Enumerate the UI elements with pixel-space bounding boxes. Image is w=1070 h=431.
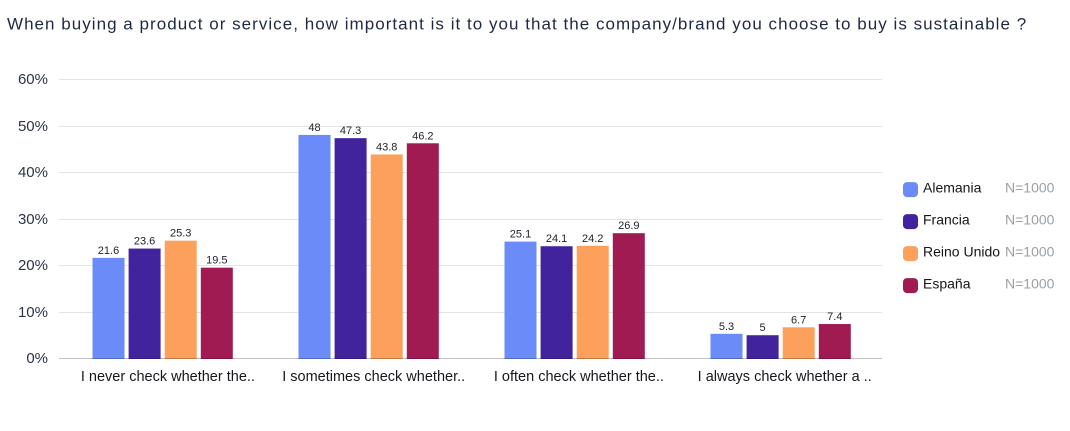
svg-text:7.4: 7.4 [827,311,842,323]
svg-text:Francia: Francia [923,211,970,227]
svg-text:25.1: 25.1 [510,229,531,241]
svg-text:I never check whether the..: I never check whether the.. [81,369,255,385]
svg-text:I sometimes check whether..: I sometimes check whether.. [282,369,465,385]
svg-text:30%: 30% [18,211,48,228]
svg-text:0%: 0% [26,350,48,367]
svg-text:Reino Unido: Reino Unido [923,243,1000,259]
svg-text:24.1: 24.1 [546,233,567,245]
svg-text:España: España [923,275,971,291]
svg-text:21.6: 21.6 [98,245,119,257]
svg-text:60%: 60% [18,71,48,88]
svg-text:48: 48 [308,122,320,134]
svg-text:10%: 10% [18,304,48,321]
svg-text:I always check whether a ..: I always check whether a .. [698,369,872,385]
svg-text:50%: 50% [18,118,48,135]
svg-text:Alemania: Alemania [923,179,982,195]
svg-text:5.3: 5.3 [719,321,734,333]
svg-text:20%: 20% [18,257,48,274]
svg-text:26.9: 26.9 [618,220,639,232]
svg-text:N=1000: N=1000 [1005,275,1055,291]
svg-text:5: 5 [760,322,766,334]
svg-text:N=1000: N=1000 [1005,179,1055,195]
svg-text:40%: 40% [18,164,48,181]
svg-text:23.6: 23.6 [134,236,155,248]
svg-text:I often check whether the..: I often check whether the.. [494,369,664,385]
svg-text:47.3: 47.3 [340,125,361,137]
svg-text:N=1000: N=1000 [1005,211,1055,227]
svg-text:19.5: 19.5 [206,255,227,267]
svg-text:25.3: 25.3 [170,228,191,240]
svg-text:46.2: 46.2 [412,130,433,142]
svg-text:43.8: 43.8 [376,142,397,154]
svg-text:N=1000: N=1000 [1005,243,1055,259]
svg-text:6.7: 6.7 [791,314,806,326]
svg-text:24.2: 24.2 [582,233,603,245]
svg-text:When buying a product or servi: When buying a product or service, how im… [7,15,1027,34]
